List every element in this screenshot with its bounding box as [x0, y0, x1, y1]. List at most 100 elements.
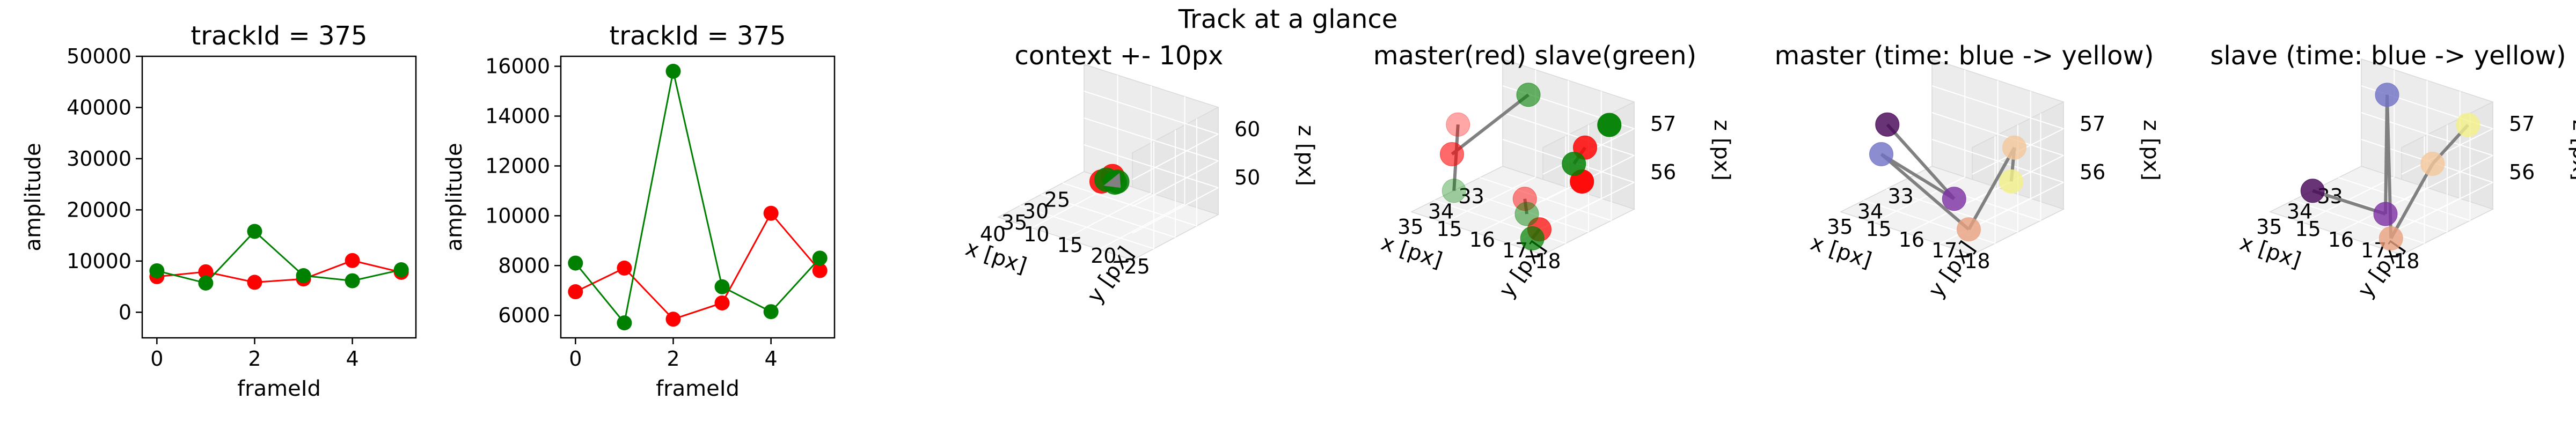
y-tick-label: 18: [1964, 249, 1990, 273]
y-tick-label: 10000: [67, 249, 131, 273]
chart-title: trackId = 375: [609, 21, 786, 51]
y-tick-label: 12000: [485, 154, 550, 177]
data-point-green: [1516, 83, 1541, 107]
data-point-green: [1562, 152, 1586, 176]
grid-line: [1132, 134, 1219, 180]
track-connector: [1880, 152, 1955, 201]
y-tick-label: 20: [1091, 244, 1116, 268]
y-tick-label: 17: [1931, 239, 1957, 262]
data-point-red: [812, 263, 828, 278]
x-tick-label: 4: [765, 347, 778, 371]
data-point-red: [714, 295, 730, 310]
data-point-green: [1520, 226, 1545, 250]
z-tick-label: 57: [2509, 112, 2535, 136]
z-axis-label: z [px]: [1709, 120, 1734, 181]
grid-line: [1065, 193, 1152, 239]
y-tick-label: 14000: [485, 105, 550, 128]
data-point-green: [568, 255, 583, 271]
chart-title: context +- 10px: [1015, 41, 1224, 71]
chart-title: trackId = 375: [191, 21, 367, 51]
grid-line: [1502, 112, 1635, 156]
data-point-green: [812, 250, 828, 266]
track-connector: [2389, 163, 2434, 239]
x-tick-label: 0: [150, 347, 163, 371]
data-point-red: [665, 312, 681, 327]
data-point-time-3: [2379, 226, 2403, 250]
y-tick-label: 8000: [498, 254, 550, 277]
track-connector: [2312, 189, 2386, 216]
y-tick-label: 18: [1535, 249, 1561, 273]
data-point-time-0: [2300, 179, 2325, 203]
y-tick-label: 16: [1899, 228, 1924, 252]
grid-line: [2361, 112, 2493, 156]
y-tick-label: 16000: [485, 55, 550, 78]
grid-line: [1939, 198, 2031, 245]
data-point-red: [1446, 112, 1470, 137]
y-tick-label: 40000: [67, 95, 131, 119]
y-tick-label: 25: [1124, 255, 1150, 278]
data-point-red: [617, 260, 632, 276]
data-point-green: [763, 304, 779, 320]
z-tick-label: 60: [1234, 117, 1260, 141]
y-tick-label: 0: [119, 300, 131, 324]
data-point-green: [198, 275, 214, 291]
y-tick-label: 30000: [67, 147, 131, 171]
grid-line: [1132, 160, 1219, 207]
data-point-green: [149, 263, 165, 278]
x-tick-label: 34: [2287, 200, 2312, 224]
y-tick-label: 10000: [485, 204, 550, 227]
data-point-time-2: [2375, 83, 2399, 107]
figure-title: Track at a glance: [1178, 4, 1398, 34]
data-point-red: [198, 264, 214, 279]
x-tick-label: 35: [1397, 215, 1423, 239]
y-tick-label: 15: [1865, 217, 1891, 241]
plot-frame: [141, 55, 417, 339]
grid-line: [1019, 205, 1154, 249]
data-point-red: [1512, 187, 1537, 211]
y-tick-label: 6000: [498, 304, 550, 327]
z-tick-label: 56: [2080, 160, 2105, 184]
data-point-green: [665, 63, 681, 79]
z-axis-label: z [px]: [2139, 120, 2163, 181]
z-axis-label: z [px]: [2568, 120, 2576, 181]
data-point-time-3: [1957, 217, 1981, 242]
grid-line: [1084, 117, 1219, 161]
data-point-time-2: [1869, 142, 1893, 166]
line-chart-1: 0 2 4 0 10000 20000 30000 40000 50000 trackId = 3…: [21, 21, 417, 401]
data-point-green: [296, 268, 311, 284]
track-connector: [1967, 146, 2016, 231]
y-tick-label: 50000: [67, 45, 131, 68]
plot-frame: [560, 55, 836, 339]
x-axis-label: frameId: [656, 376, 740, 401]
data-point-green: [1597, 113, 1622, 137]
x-tick-label: 35: [1827, 215, 1853, 239]
data-point-red: [568, 284, 583, 300]
series-line-red: [575, 212, 821, 320]
z-tick-label: 50: [1234, 166, 1260, 189]
chart-title: master (time: blue -> yellow): [1775, 41, 2154, 71]
x-tick-label: 40: [980, 222, 1006, 246]
data-point-time-5: [1999, 169, 2024, 194]
y-tick-label: 16: [2328, 228, 2354, 252]
series-line-green: [575, 71, 821, 325]
x-tick-label: 35: [2256, 215, 2282, 239]
data-point-time-4: [2420, 152, 2445, 176]
y-axis-label: amplitude: [442, 143, 467, 251]
chart-title: master(red) slave(green): [1373, 41, 1696, 71]
x-axis-label: frameId: [237, 376, 321, 401]
y-tick-label: 10: [1023, 223, 1049, 246]
data-point-time-4: [2002, 135, 2026, 160]
x-tick-label: 34: [1428, 200, 1454, 224]
data-point-green: [393, 262, 409, 278]
y-tick-label: 16: [1469, 228, 1495, 252]
data-point-green: [1441, 179, 1466, 203]
z-tick-label: 57: [2080, 112, 2105, 136]
data-point-time-1: [2373, 202, 2398, 226]
x-tick-label: 34: [1857, 200, 1883, 224]
data-point-time-1: [1942, 187, 1966, 211]
z-tick-label: 57: [1650, 112, 1676, 136]
data-point-green: [1514, 202, 1539, 226]
y-axis-label: amplitude: [21, 143, 46, 251]
